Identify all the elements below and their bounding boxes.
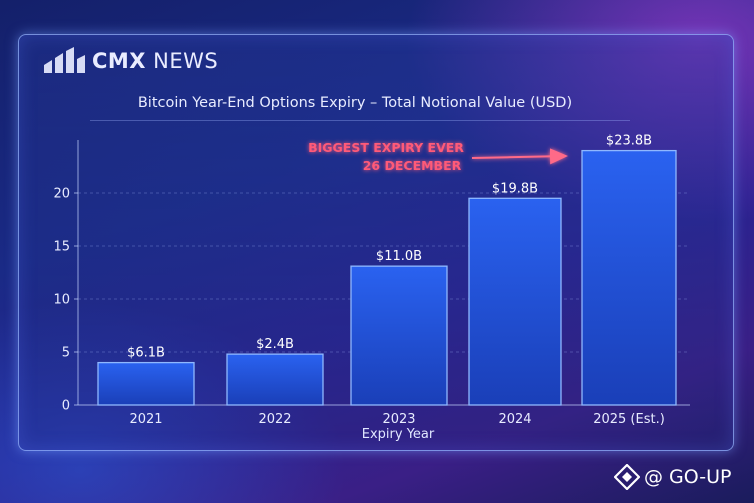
data-label: $2.4B — [256, 337, 294, 352]
y-tick-label: 5 — [62, 346, 70, 361]
data-label: $11.0B — [376, 249, 422, 264]
data-labels: $6.1B 2021 $2.4B 2022 $11.0B 2023 $19.8B 2024 $2… — [127, 134, 665, 427]
chart-title: Bitcoin Year-End Options Expiry – Total … — [138, 95, 572, 111]
data-label: $23.8B — [606, 134, 652, 149]
watermark-text: @ GO-UP — [644, 466, 732, 488]
bar-2025-est — [581, 149, 677, 406]
brand-name-light: NEWS — [146, 49, 219, 73]
bar-2024 — [468, 197, 562, 406]
bar-2023 — [350, 265, 448, 406]
bar-2022 — [226, 353, 324, 406]
y-tick-label: 10 — [53, 293, 70, 308]
brand-logo: CMX NEWS — [42, 47, 218, 75]
x-tick-label: 2024 — [498, 412, 531, 427]
watermark: @ GO-UP — [614, 463, 731, 491]
bars — [97, 149, 677, 406]
brand-name: CMX NEWS — [92, 49, 218, 73]
bar-chart-logo-icon — [44, 47, 85, 73]
brand-name-bold: CMX — [92, 49, 146, 73]
annotation-arrow — [471, 148, 568, 165]
y-tick-label: 0 — [62, 399, 70, 414]
annotation-line-2: 26 DECEMBER — [363, 158, 462, 173]
bar-2021 — [97, 361, 195, 406]
binance-diamond-icon — [614, 464, 640, 490]
x-tick-label: 2025 (Est.) — [593, 412, 665, 427]
data-label: $19.8B — [492, 181, 538, 196]
y-tick-label: 20 — [53, 187, 70, 202]
x-tick-label: 2023 — [382, 412, 415, 427]
x-tick-label: 2022 — [258, 412, 291, 427]
annotation: BIGGEST EXPIRY EVER 26 DECEMBER — [308, 140, 568, 173]
y-tick-label: 15 — [53, 240, 70, 255]
x-axis-title: Expiry Year — [362, 427, 435, 442]
annotation-line-1: BIGGEST EXPIRY EVER — [308, 140, 464, 155]
x-tick-label: 2021 — [129, 412, 162, 427]
title-divider — [90, 120, 630, 121]
data-label: $6.1B — [127, 346, 165, 361]
